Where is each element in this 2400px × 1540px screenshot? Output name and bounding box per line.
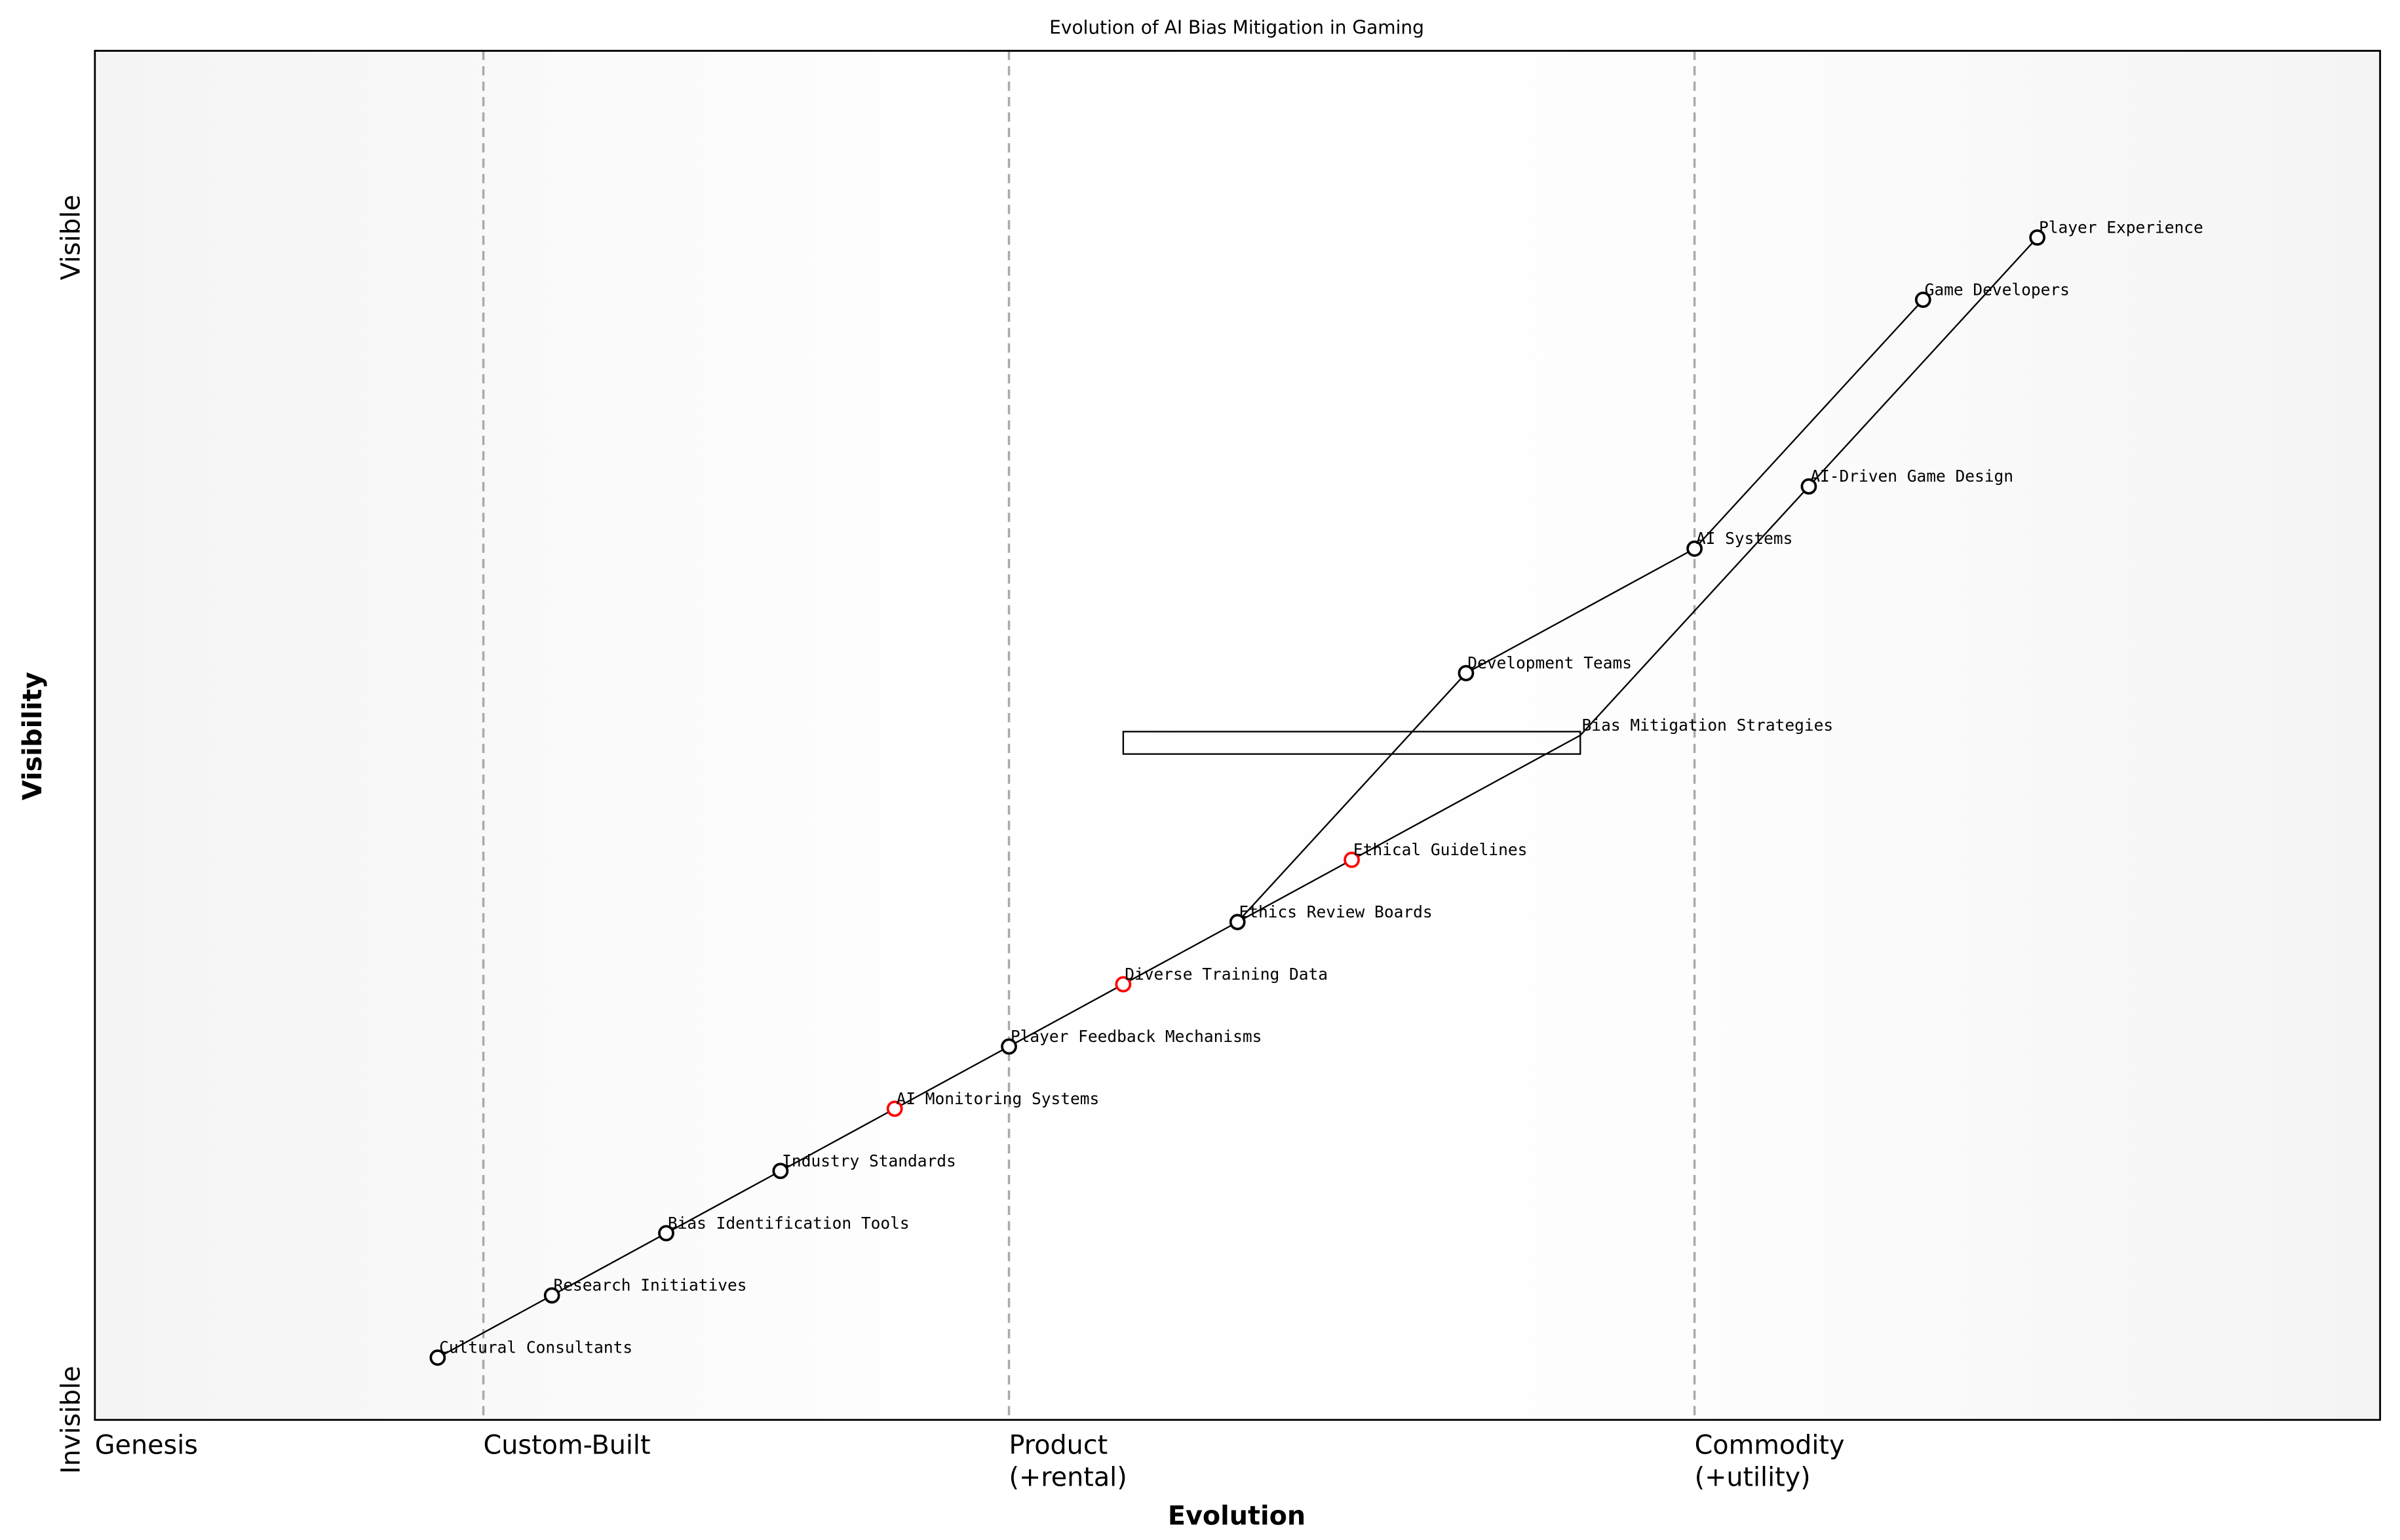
- component-node[interactable]: [1800, 478, 1817, 495]
- component-label: Bias Identification Tools: [668, 1214, 910, 1233]
- x-tick-label: Custom-Built: [484, 1430, 651, 1460]
- component-node[interactable]: [1001, 1038, 1017, 1055]
- dependency-link: [1237, 859, 1353, 923]
- component-node[interactable]: [1115, 976, 1132, 993]
- component-node[interactable]: [543, 1287, 560, 1304]
- component-node[interactable]: [1458, 664, 1475, 682]
- dependency-link: [1008, 983, 1124, 1047]
- component-label: Player Experience: [2039, 218, 2203, 237]
- component-label: Game Developers: [1925, 280, 2070, 299]
- dependency-link: [780, 1107, 895, 1172]
- x-tick-label: Product (+rental): [1009, 1430, 1127, 1492]
- component-node[interactable]: [2029, 229, 2045, 246]
- component-label: Ethics Review Boards: [1239, 902, 1433, 921]
- plot-area: [94, 50, 2380, 1420]
- annotation-box: [1122, 731, 1581, 755]
- y-axis-title: Visibility: [18, 672, 48, 800]
- component-label: Player Feedback Mechanisms: [1011, 1027, 1262, 1046]
- x-tick-label: Commodity (+utility): [1695, 1430, 1845, 1492]
- y-tick-label: Invisible: [56, 1366, 87, 1474]
- dependency-link: [551, 1232, 667, 1296]
- component-label: Industry Standards: [782, 1151, 956, 1170]
- dependency-link: [1237, 672, 1467, 923]
- component-label: AI Monitoring Systems: [897, 1089, 1100, 1108]
- component-node[interactable]: [886, 1100, 903, 1117]
- component-node[interactable]: [1686, 540, 1703, 557]
- component-label: AI-Driven Game Design: [1810, 467, 2013, 486]
- component-label: Diverse Training Data: [1125, 965, 1328, 984]
- component-label: Development Teams: [1467, 653, 1632, 672]
- dependency-link: [1579, 486, 1810, 736]
- dependency-link: [1123, 921, 1238, 986]
- component-label: AI Systems: [1696, 529, 1793, 548]
- component-node[interactable]: [658, 1225, 674, 1242]
- component-node[interactable]: [1344, 851, 1360, 868]
- dependency-link: [894, 1045, 1010, 1109]
- chart-title: Evolution of AI Bias Mitigation in Gamin…: [1049, 17, 1424, 39]
- dependency-link: [1694, 299, 1924, 550]
- dependency-link: [665, 1170, 781, 1234]
- plot-frame: [94, 50, 2382, 1421]
- component-node[interactable]: [772, 1163, 789, 1180]
- component-label: Ethical Guidelines: [1353, 840, 1528, 859]
- dependency-link: [1808, 237, 2038, 488]
- component-node[interactable]: [429, 1349, 446, 1366]
- x-axis-title: Evolution: [1168, 1501, 1306, 1531]
- component-label: Research Initiatives: [554, 1276, 747, 1295]
- dependency-link: [1465, 548, 1695, 674]
- y-tick-label: Visible: [56, 195, 87, 280]
- dependency-link: [437, 1294, 552, 1358]
- component-node[interactable]: [1229, 914, 1246, 931]
- component-node[interactable]: [1914, 291, 1931, 308]
- component-label: Cultural Consultants: [439, 1338, 632, 1357]
- dependency-link: [1351, 735, 1581, 861]
- component-label: Bias Mitigation Strategies: [1582, 716, 1834, 735]
- x-tick-label: Genesis: [95, 1430, 198, 1460]
